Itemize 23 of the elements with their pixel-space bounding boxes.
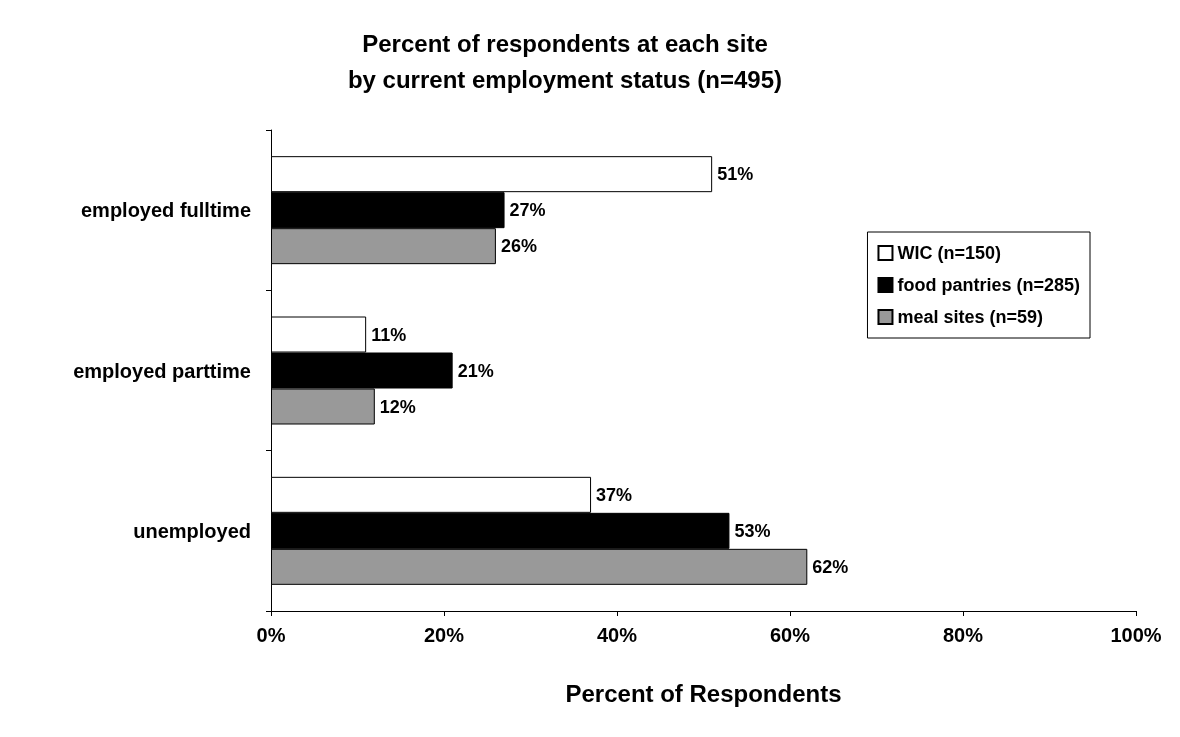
data-label: 51% — [717, 164, 754, 185]
y-tick-label: employed fulltime — [80, 199, 251, 222]
x-tick-label: 20% — [423, 624, 465, 646]
data-label: 21% — [457, 360, 494, 381]
chart-title: Percent of respondents at each site by current employment status (n=495) — [347, 29, 783, 93]
legend-label: meal sites (n=59) — [897, 307, 1044, 327]
data-label: 62% — [812, 556, 849, 577]
y-tick-label: unemployed — [133, 519, 251, 542]
data-label: 53% — [734, 520, 771, 541]
y-tick-label: employed parttime — [73, 359, 251, 382]
x-tick-label: 80% — [942, 624, 984, 646]
x-tick-label: 0% — [256, 624, 286, 646]
data-label: 37% — [596, 484, 633, 505]
x-axis-title: Percent of Respondents — [565, 679, 842, 707]
x-tick-label: 100% — [1110, 624, 1162, 646]
data-label: 27% — [509, 200, 546, 221]
data-label: 26% — [500, 236, 537, 257]
legend-label: food pantries (n=285) — [897, 275, 1081, 295]
x-tick-label: 60% — [769, 624, 811, 646]
data-label: 12% — [379, 396, 416, 417]
x-tick-label: 40% — [596, 624, 638, 646]
legend-label: WIC (n=150) — [897, 243, 1001, 263]
data-label: 11% — [371, 324, 407, 345]
